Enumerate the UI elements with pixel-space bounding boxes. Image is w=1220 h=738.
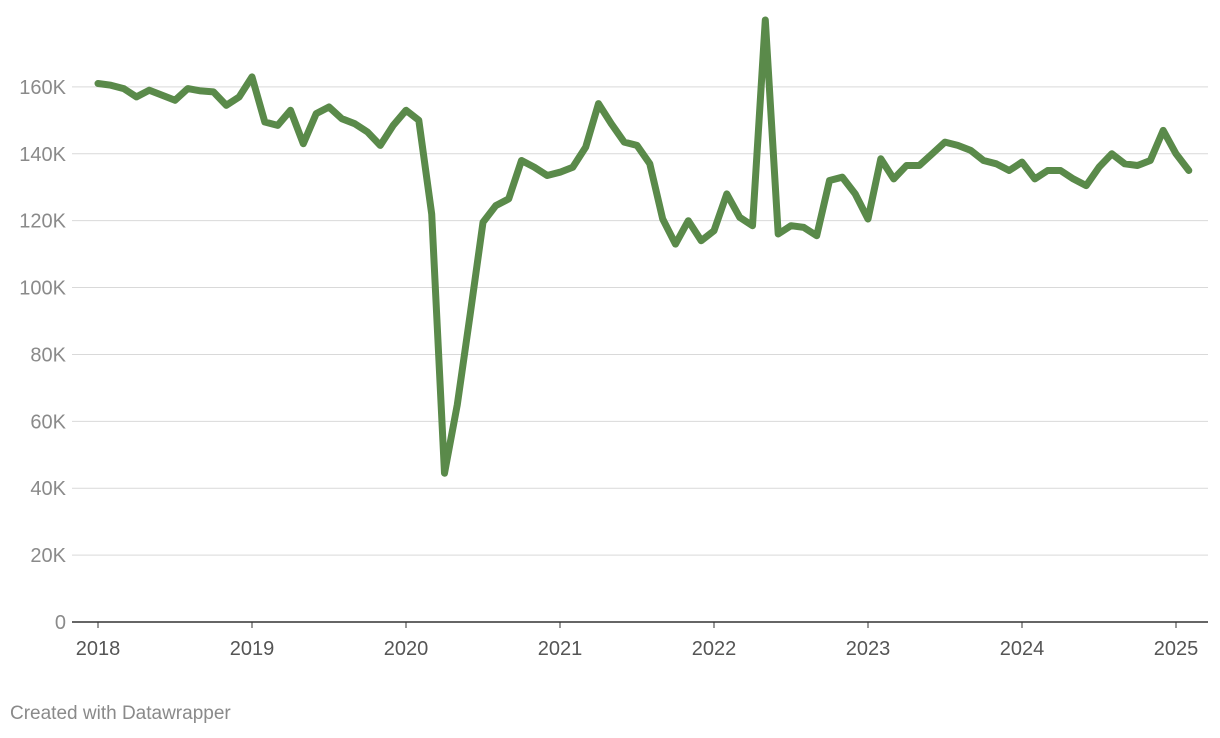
y-tick-label: 20K <box>30 545 66 567</box>
x-tick-label: 2023 <box>846 638 891 660</box>
datawrapper-credit: Created with Datawrapper <box>10 703 231 724</box>
x-axis-ticks: 2018 2019 2020 2021 2022 2023 2024 2025 <box>76 622 1199 660</box>
series-line <box>94 16 1193 477</box>
y-tick-label: 80K <box>30 344 66 366</box>
y-tick-label: 160K <box>19 77 66 99</box>
series-group <box>94 16 1193 477</box>
x-tick-label: 2021 <box>538 638 583 660</box>
x-tick-label: 2018 <box>76 638 121 660</box>
grid-lines <box>72 86 1208 556</box>
y-tick-label: 40K <box>30 478 66 500</box>
y-tick-label: 120K <box>19 211 66 233</box>
y-tick-label: 60K <box>30 411 66 433</box>
x-tick-label: 2022 <box>692 638 737 660</box>
y-tick-label: 0 <box>55 612 66 634</box>
y-tick-label: 140K <box>19 144 66 166</box>
x-tick-label: 2025 <box>1154 638 1199 660</box>
x-tick-label: 2019 <box>230 638 275 660</box>
x-tick-label: 2024 <box>1000 638 1045 660</box>
x-tick-label: 2020 <box>384 638 429 660</box>
y-axis-ticks: 0 20K 40K 60K 80K 100K 120K 140K 160K <box>19 77 66 634</box>
y-tick-label: 100K <box>19 278 66 300</box>
